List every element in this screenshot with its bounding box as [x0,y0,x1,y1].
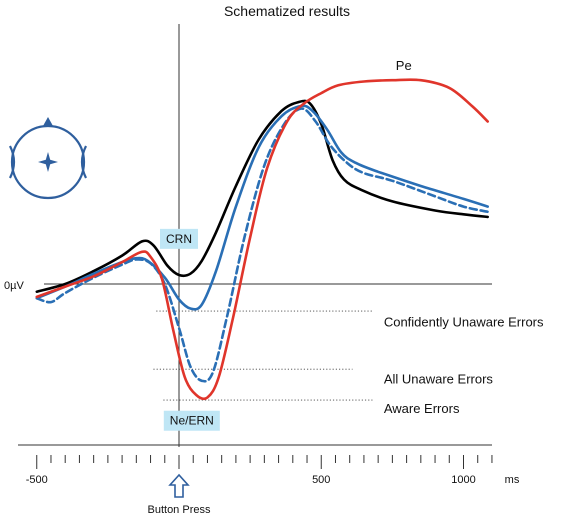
y-zero-label: 0µV [4,280,24,292]
badge-label: CRN [166,232,192,246]
x-tick-label: 1000 [451,474,475,486]
annotations: Pe Confidently Unaware Errors All Unaware … [384,58,544,416]
arrow-icon [168,473,190,498]
badge-label: Ne/ERN [170,414,214,428]
head-icon [9,117,87,200]
x-axis-ticks: -500 500 1000 [26,455,493,486]
badges: CRN Ne/ERN [160,228,220,431]
x-tick-label: -500 [26,474,48,486]
series-line-black [35,99,489,293]
badge: CRN [160,228,198,249]
annotation-label: All Unaware Errors [384,371,494,386]
nose-icon [43,117,53,126]
series-line-blue-solid [35,104,489,311]
x-unit-label: ms [505,474,520,486]
chart-title: Schematized results [224,3,350,19]
x-tick-label: 500 [312,474,330,486]
reference-lines [153,310,373,401]
series-group [35,78,489,401]
annotation-label: Pe [396,58,412,73]
button-press-label: Button Press [148,504,211,516]
annotation-label: Confidently Unaware Errors [384,315,544,330]
right-ear-icon [80,145,87,179]
badge: Ne/ERN [163,410,220,431]
electrode-star-icon [38,152,58,172]
series-line-blue-dashed [35,107,489,383]
annotation-label: Aware Errors [384,401,460,416]
badge-background [163,410,220,431]
series-line-red [35,78,489,401]
badge-background [160,228,198,249]
left-ear-icon [9,145,16,179]
